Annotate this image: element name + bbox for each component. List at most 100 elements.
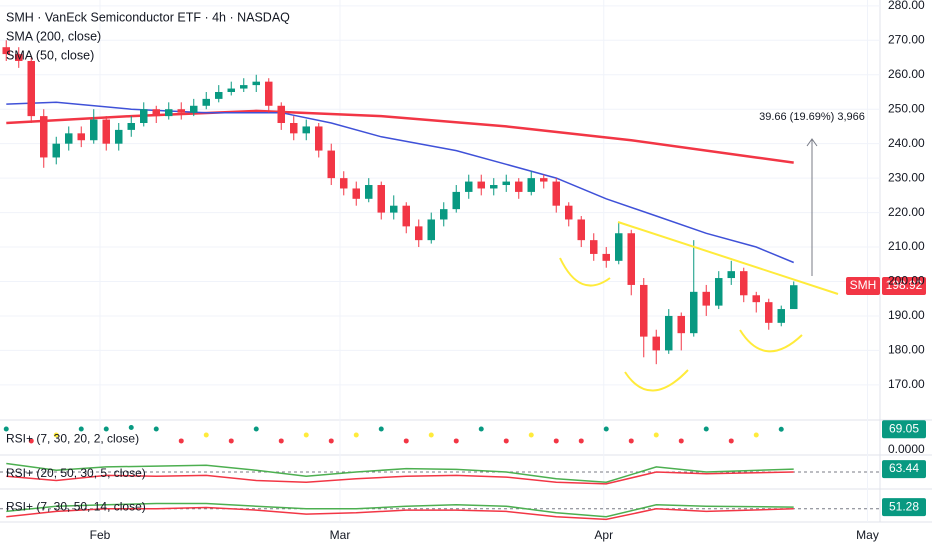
candle-body (252, 81, 260, 86)
arrow-head (806, 138, 818, 147)
candle-body (365, 185, 373, 199)
y-tick-label: 260.00 (888, 67, 925, 81)
indicator-dot (378, 426, 384, 432)
x-tick-label: Mar (330, 528, 351, 542)
candle-body (165, 109, 173, 117)
x-tick-label: May (856, 528, 879, 542)
legend-entry: SMA (50, close) (6, 48, 94, 62)
candle-body (302, 126, 310, 134)
indicator-line (6, 462, 794, 483)
y-tick-label: 170.00 (888, 377, 925, 391)
candle-body (115, 129, 123, 144)
indicator-dot (253, 426, 259, 432)
indicator-dot (278, 438, 284, 444)
candle-body (515, 181, 523, 192)
candle-body (752, 295, 760, 303)
indicator-dot (228, 438, 234, 444)
value-box (882, 498, 926, 517)
candle-body (540, 178, 548, 182)
candle-body (377, 185, 385, 213)
legend-entry: SMA (200, close) (6, 29, 101, 43)
indicator-dot (653, 432, 659, 438)
candle-body (2, 47, 10, 55)
candle-body (102, 119, 110, 144)
indicator-dot (528, 432, 534, 438)
pane-title: RSI+ (7, 30, 50, 14, close) (6, 500, 146, 514)
indicator-dot (203, 432, 209, 438)
y-tick-label: 0.0000 (888, 442, 925, 456)
candle-body (140, 109, 148, 124)
indicator-dot (303, 432, 309, 438)
indicator-dot (503, 438, 509, 444)
indicator-dot (478, 426, 484, 432)
candle-body (777, 309, 785, 323)
indicator-dot (3, 426, 9, 432)
candle-body (27, 60, 35, 117)
candle-body (90, 119, 98, 141)
candle-body (152, 109, 160, 117)
candle-body (290, 123, 298, 134)
x-tick-label: Feb (90, 528, 111, 542)
value-label: 63.44 (889, 461, 919, 475)
indicator-dot (428, 432, 434, 438)
y-tick-label: 240.00 (888, 136, 925, 150)
drawing (559, 257, 611, 287)
candle-body (740, 271, 748, 296)
candle-body (277, 105, 285, 124)
indicator-dot (603, 426, 609, 432)
indicator-dot (28, 438, 34, 444)
y-tick-label: 180.00 (888, 343, 925, 357)
candle-body (765, 302, 773, 323)
price-label: 198.92 (886, 278, 923, 292)
indicator-dot (753, 432, 759, 438)
candle-body (240, 85, 248, 89)
y-tick-label: 280.00 (888, 0, 925, 12)
candle-body (202, 98, 210, 106)
candle-body (602, 253, 610, 261)
candle-body (490, 185, 498, 189)
price-box (882, 277, 926, 295)
y-tick-label: 200.00 (888, 274, 925, 288)
value-label: 51.28 (889, 499, 919, 513)
indicator-dot (103, 426, 109, 432)
candle-body (177, 109, 185, 113)
candle-body (190, 105, 198, 113)
candle-body (52, 143, 60, 158)
candle-body (427, 219, 435, 241)
symbol-box (846, 277, 880, 295)
candle-body (227, 88, 235, 92)
symbol-label: SMH (850, 278, 877, 292)
indicator-dot (678, 438, 684, 444)
indicator-line (6, 502, 794, 518)
pane-title: RSI+ (7, 30, 20, 2, close) (6, 432, 139, 446)
candle-body (677, 315, 685, 334)
indicator-line (6, 506, 794, 521)
candle-body (352, 188, 360, 199)
candle-body (415, 226, 423, 241)
candle-body (502, 181, 510, 186)
candle-body (127, 123, 135, 130)
y-tick-label: 210.00 (888, 239, 925, 253)
indicator-dot (578, 438, 584, 444)
drawing (739, 329, 803, 353)
candle-body (652, 336, 660, 351)
candle-body (15, 54, 23, 61)
indicator-dot (328, 438, 334, 444)
indicator-dot (453, 438, 459, 444)
indicator-dot (728, 438, 734, 444)
y-tick-label: 220.00 (888, 205, 925, 219)
candle-body (390, 205, 398, 213)
candle-body (715, 278, 723, 306)
candle-body (590, 240, 598, 254)
value-box (882, 420, 926, 439)
candle-body (265, 81, 273, 106)
indicator-dot (53, 432, 59, 438)
indicator-dot (403, 438, 409, 444)
candle-body (327, 150, 335, 179)
candle-body (790, 285, 798, 310)
indicator-dot (353, 432, 359, 438)
candle-body (465, 181, 473, 192)
candle-body (552, 181, 560, 206)
y-tick-label: 270.00 (888, 32, 925, 46)
